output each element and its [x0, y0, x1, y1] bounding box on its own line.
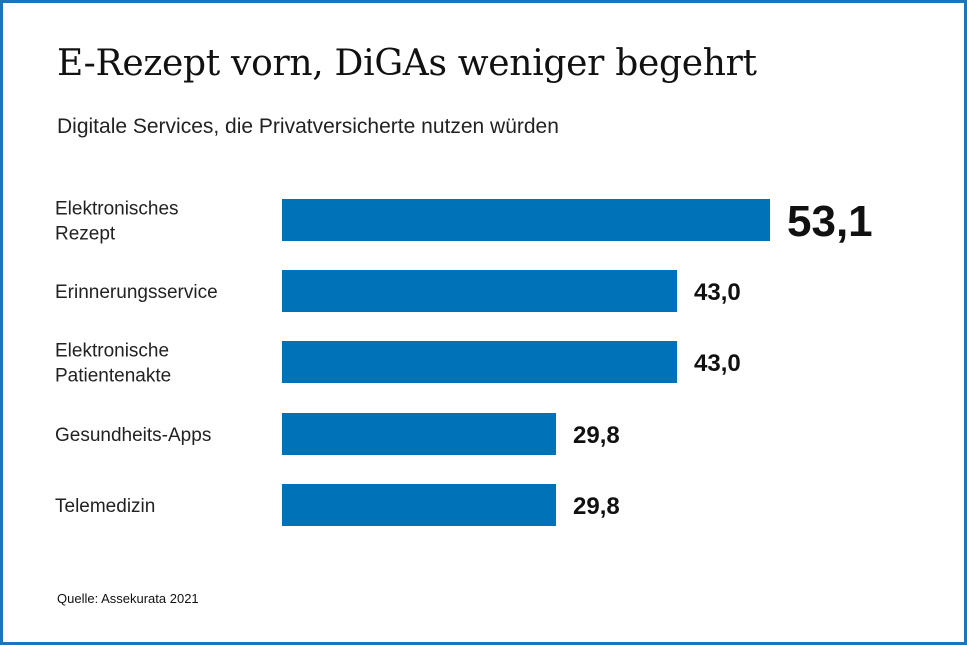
bar-chart: Elektronisches Rezept 53,1 Erinnerungsservi…: [55, 197, 873, 526]
category-label-3: Gesundheits-Apps: [55, 425, 211, 446]
value-label-3: 29,8: [573, 422, 620, 449]
category-label-2: Elektronische Patientenakte: [55, 341, 171, 387]
value-label-2: 43,0: [694, 350, 741, 377]
bar-2: [282, 341, 677, 383]
bar-3: [282, 413, 556, 455]
chart-title: E-Rezept vorn, DiGAs weniger begehrt: [57, 43, 757, 84]
bar-1: [282, 270, 677, 312]
category-label-0: Elektronisches Rezept: [55, 199, 179, 245]
bar-4: [282, 484, 556, 526]
value-label-0: 53,1: [787, 197, 873, 246]
value-label-4: 29,8: [573, 493, 620, 520]
chart-subtitle: Digitale Services, die Privatversicherte…: [57, 115, 559, 138]
source-note: Quelle: Assekurata 2021: [57, 591, 199, 606]
value-label-1: 43,0: [694, 279, 741, 306]
bar-0: [282, 199, 770, 241]
category-label-1: Erinnerungsservice: [55, 282, 218, 303]
category-label-4: Telemedizin: [55, 496, 155, 517]
